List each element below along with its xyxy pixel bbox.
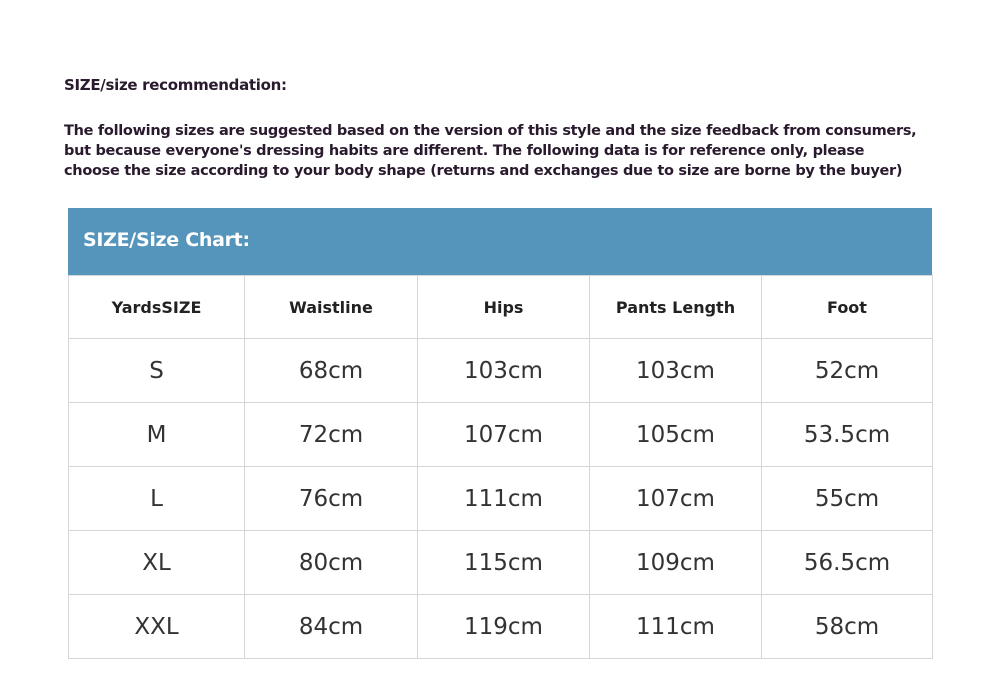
cell-size: L xyxy=(68,466,245,531)
cell-size: XXL xyxy=(68,594,245,659)
size-table: YardsSIZE Waistline Hips Pants Length Foot S 6… xyxy=(68,275,933,659)
table-row: S 68cm 103cm 103cm 52cm xyxy=(68,338,933,403)
column-header-size: YardsSIZE xyxy=(68,275,245,339)
cell-waistline: 84cm xyxy=(244,594,418,659)
cell-waistline: 68cm xyxy=(244,338,418,403)
cell-size: S xyxy=(68,338,245,403)
table-row: XL 80cm 115cm 109cm 56.5cm xyxy=(68,530,933,595)
size-chart: SIZE/Size Chart: YardsSIZE Waistline Hips P… xyxy=(68,208,933,659)
cell-pants-length: 107cm xyxy=(589,466,762,531)
cell-size: M xyxy=(68,402,245,467)
size-chart-title: SIZE/Size Chart: xyxy=(68,208,932,275)
cell-foot: 56.5cm xyxy=(761,530,933,595)
table-row: M 72cm 107cm 105cm 53.5cm xyxy=(68,402,933,467)
cell-hips: 115cm xyxy=(417,530,590,595)
table-row: L 76cm 111cm 107cm 55cm xyxy=(68,466,933,531)
cell-size: XL xyxy=(68,530,245,595)
page-heading: SIZE/size recommendation: xyxy=(64,76,287,94)
cell-waistline: 80cm xyxy=(244,530,418,595)
cell-foot: 55cm xyxy=(761,466,933,531)
cell-hips: 103cm xyxy=(417,338,590,403)
cell-hips: 119cm xyxy=(417,594,590,659)
cell-waistline: 72cm xyxy=(244,402,418,467)
cell-foot: 52cm xyxy=(761,338,933,403)
cell-hips: 111cm xyxy=(417,466,590,531)
table-row: XXL 84cm 119cm 111cm 58cm xyxy=(68,594,933,659)
cell-pants-length: 109cm xyxy=(589,530,762,595)
cell-foot: 53.5cm xyxy=(761,402,933,467)
column-header-waistline: Waistline xyxy=(244,275,418,339)
cell-pants-length: 111cm xyxy=(589,594,762,659)
table-header-row: YardsSIZE Waistline Hips Pants Length Foot xyxy=(68,275,933,339)
column-header-pants-length: Pants Length xyxy=(589,275,762,339)
cell-pants-length: 103cm xyxy=(589,338,762,403)
intro-text: The following sizes are suggested based … xyxy=(64,123,917,179)
cell-pants-length: 105cm xyxy=(589,402,762,467)
cell-waistline: 76cm xyxy=(244,466,418,531)
column-header-hips: Hips xyxy=(417,275,590,339)
cell-foot: 58cm xyxy=(761,594,933,659)
cell-hips: 107cm xyxy=(417,402,590,467)
column-header-foot: Foot xyxy=(761,275,933,339)
